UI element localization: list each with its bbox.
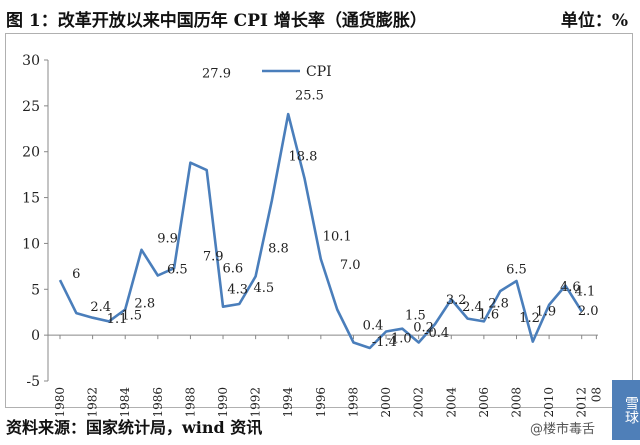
- data-label: 2.4: [90, 300, 111, 315]
- source-note: 资料来源：国家统计局，wind 资讯: [6, 418, 263, 437]
- x-tick-label: 1988: [183, 387, 197, 418]
- data-label: 10.1: [323, 230, 352, 245]
- data-label: 6.6: [222, 262, 243, 277]
- data-label: 2.8: [134, 296, 155, 311]
- x-tick-label: 1998: [346, 387, 360, 418]
- x-tick-label: 2006: [477, 387, 491, 418]
- data-label: 7.9: [203, 250, 224, 265]
- data-label: 4.1: [575, 285, 596, 300]
- x-tick-label: 2012: [575, 387, 589, 418]
- data-label: 7.0: [340, 258, 361, 273]
- x-tick-label: 1986: [151, 387, 165, 418]
- data-label: 9.9: [157, 231, 178, 246]
- y-tick-label: 15: [22, 191, 40, 207]
- y-tick-label: 20: [22, 145, 40, 161]
- x-tick-label: 2008: [509, 387, 523, 418]
- chart-title: 图 1：改革开放以来中国历年 CPI 增长率（通货膨胀）: [6, 11, 427, 31]
- data-label: 1.2: [519, 311, 540, 326]
- x-tick-label: 1994: [281, 387, 295, 418]
- data-label: 3.2: [446, 293, 467, 308]
- x-tick-label: 08: [589, 387, 603, 402]
- x-tick-label: 1980: [53, 387, 67, 418]
- data-label: 6.5: [506, 263, 527, 278]
- data-label: -1.4: [372, 335, 397, 350]
- data-label: 1.1: [107, 312, 128, 327]
- x-tick-label: 2000: [379, 387, 393, 418]
- title-row: 图 1：改革开放以来中国历年 CPI 增长率（通货膨胀） 单位：%: [6, 6, 634, 31]
- data-label: 1.9: [535, 305, 556, 320]
- xueqiu-badge: 雪球: [612, 380, 640, 440]
- data-label: 6.5: [167, 263, 188, 278]
- y-tick-label: 5: [31, 282, 40, 298]
- x-tick-label: 1982: [86, 387, 100, 418]
- data-label: 1.5: [405, 308, 426, 323]
- x-tick-label: 2004: [444, 387, 458, 418]
- data-label: 4.6: [560, 280, 581, 295]
- data-label: 0.2: [413, 320, 434, 335]
- data-label: 2.0: [578, 304, 599, 319]
- x-tick-label: 1996: [314, 387, 328, 418]
- y-tick-label: 0: [31, 328, 40, 344]
- x-tick-label: 1990: [216, 387, 230, 418]
- watermark-text: @楼市毒舌: [530, 422, 596, 437]
- data-label: 25.5: [295, 88, 324, 103]
- data-label: 27.9: [202, 66, 231, 81]
- data-label: 1.5: [121, 308, 142, 323]
- data-label: 6: [72, 267, 80, 282]
- data-label: -0.4: [424, 326, 449, 341]
- data-label: 2.4: [462, 300, 483, 315]
- x-tick-label: 2002: [412, 387, 426, 418]
- data-label: 4.3: [227, 283, 248, 298]
- y-tick-label: 25: [22, 99, 40, 115]
- data-label: 4.5: [253, 281, 274, 296]
- unit-label: 单位：%: [560, 11, 628, 31]
- data-label: 2.8: [488, 296, 509, 311]
- data-label: 8.8: [268, 241, 289, 256]
- y-tick-label: 10: [22, 236, 40, 252]
- data-label: 0.4: [363, 318, 384, 333]
- data-label: 1.6: [478, 307, 499, 322]
- cpi-series-line: [58, 112, 583, 350]
- data-label: 18.8: [288, 150, 317, 165]
- legend-label: CPI: [306, 64, 332, 80]
- y-tick-label: -5: [26, 374, 40, 390]
- chart-frame: [5, 33, 633, 408]
- x-tick-label: 1992: [249, 387, 263, 418]
- x-tick-label: 1984: [118, 387, 132, 418]
- x-tick-label: 2010: [542, 387, 556, 418]
- data-label: -1.0: [387, 331, 412, 346]
- y-tick-label: 30: [22, 53, 40, 69]
